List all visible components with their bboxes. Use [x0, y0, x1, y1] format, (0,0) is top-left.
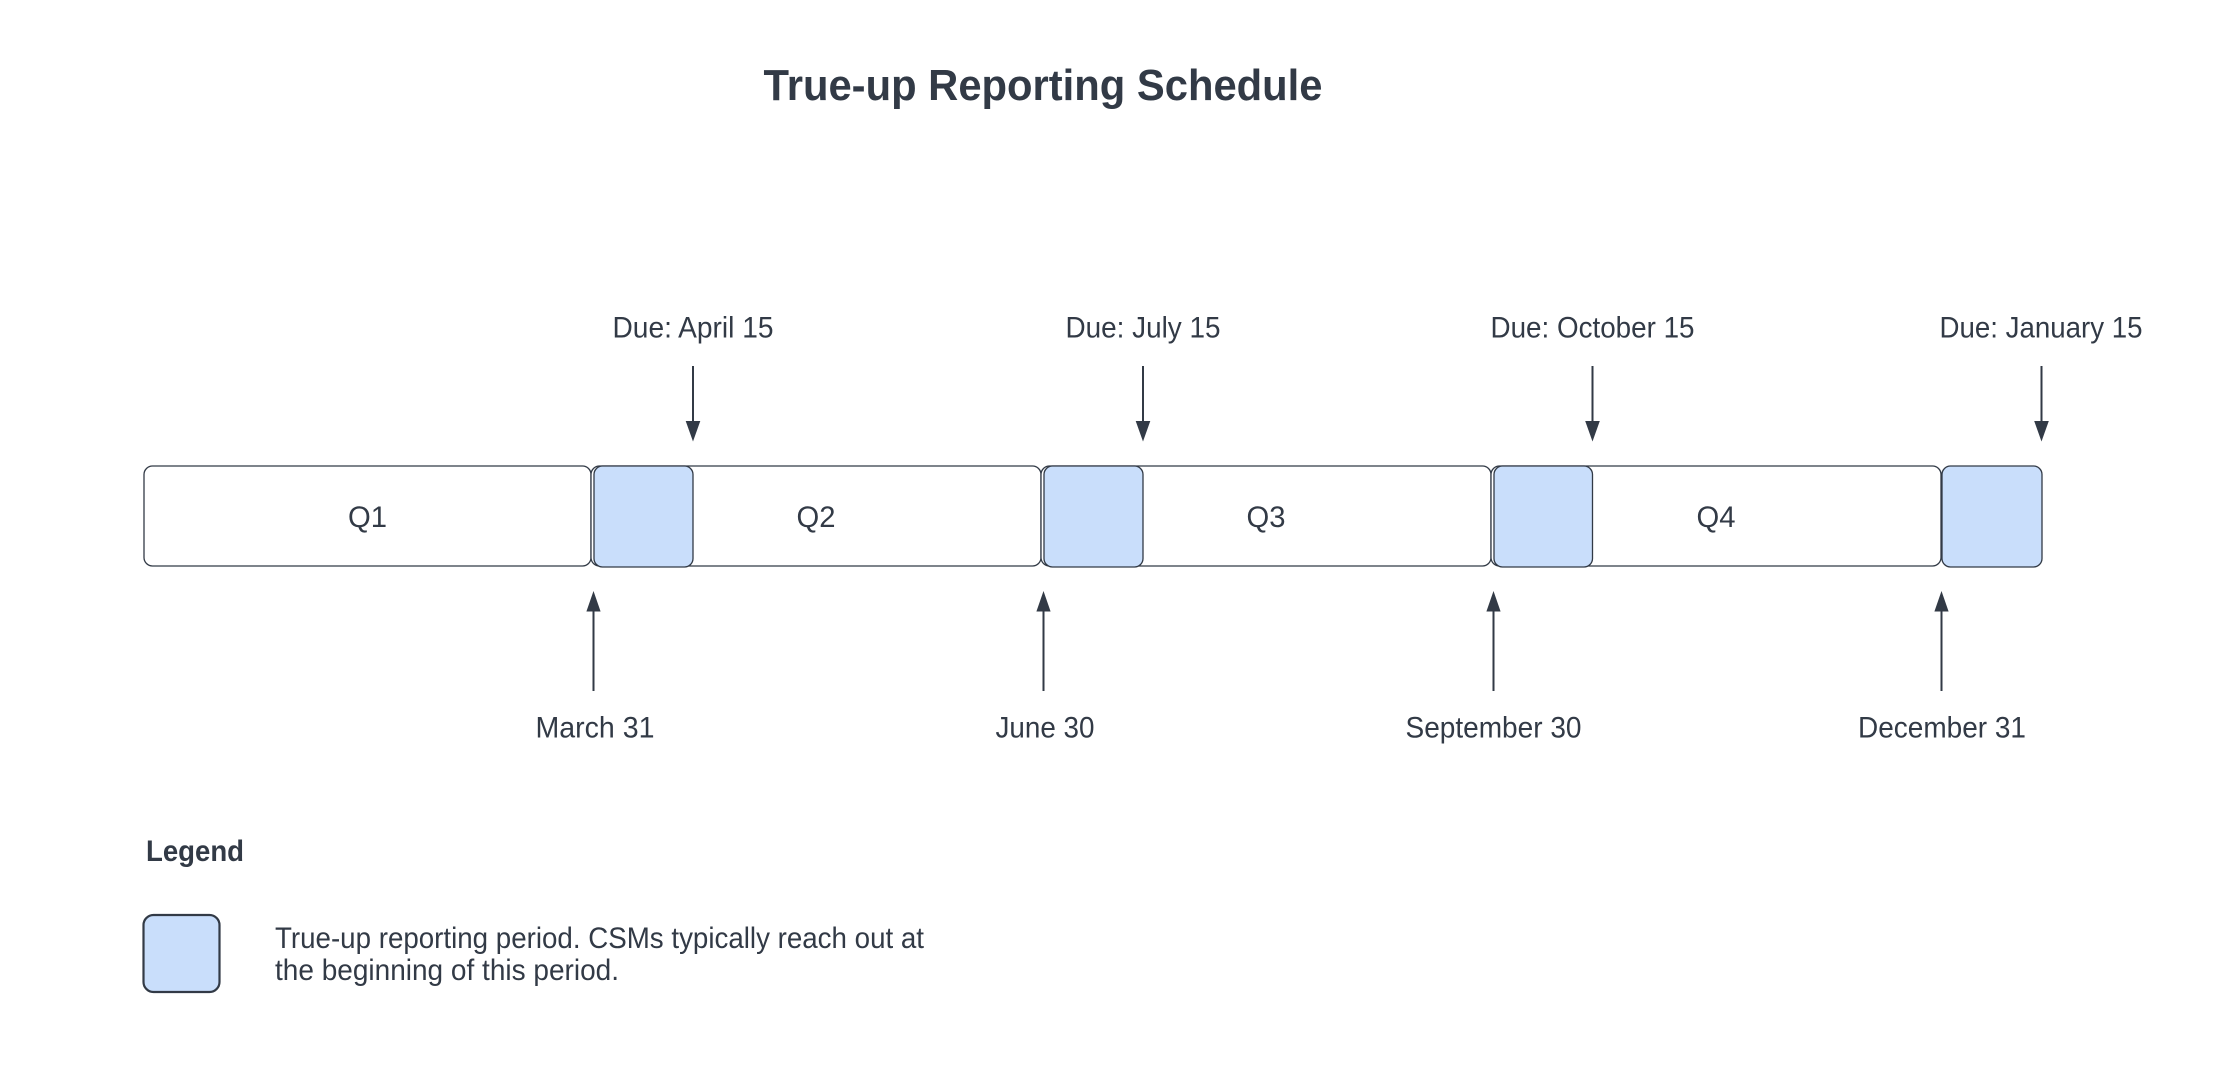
svg-text:True-up reporting period. CSMs: True-up reporting period. CSMs typically…: [275, 922, 925, 955]
svg-text:June 30: June 30: [996, 712, 1095, 745]
svg-text:Due: April 15: Due: April 15: [613, 312, 774, 345]
svg-text:the beginning of this period.: the beginning of this period.: [275, 954, 619, 987]
svg-text:Q1: Q1: [348, 501, 387, 534]
svg-text:Q3: Q3: [1247, 501, 1286, 534]
svg-text:Due: July 15: Due: July 15: [1066, 312, 1221, 345]
svg-text:Q2: Q2: [797, 501, 836, 534]
svg-text:Legend: Legend: [146, 835, 244, 868]
svg-text:September 30: September 30: [1406, 712, 1582, 745]
svg-text:Due: October 15: Due: October 15: [1491, 312, 1695, 345]
svg-text:December 31: December 31: [1858, 712, 2026, 745]
svg-text:Q4: Q4: [1697, 501, 1736, 534]
svg-text:March 31: March 31: [536, 712, 655, 745]
svg-text:Due: January 15: Due: January 15: [1940, 312, 2143, 345]
svg-text:True-up Reporting Schedule: True-up Reporting Schedule: [764, 61, 1323, 110]
